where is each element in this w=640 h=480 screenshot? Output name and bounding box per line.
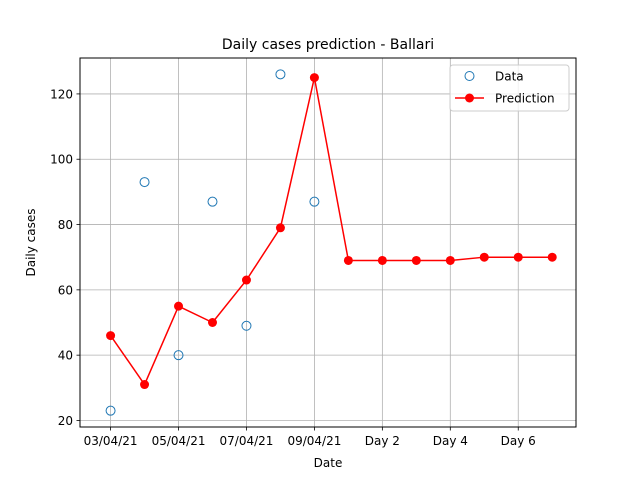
axis-ticks: 03/04/21 05/04/21 07/04/21 09/04/21 Day 2 Day… <box>50 87 536 448</box>
legend-box <box>449 64 570 112</box>
prediction-point <box>411 255 421 265</box>
y-tick-label: 20 <box>58 414 73 428</box>
x-tick-label: 09/04/21 <box>287 434 341 448</box>
grid-lines <box>80 58 576 427</box>
y-tick-label: 120 <box>50 87 73 101</box>
legend: Data Prediction <box>449 64 570 112</box>
x-axis-label: Date <box>314 456 343 470</box>
prediction-point <box>275 223 285 233</box>
prediction-point <box>445 255 455 265</box>
y-tick-label: 80 <box>58 218 73 232</box>
chart-title: Daily cases prediction - Ballari <box>222 37 434 53</box>
data-point <box>309 196 320 207</box>
prediction-point <box>377 255 387 265</box>
plot-series <box>105 69 557 416</box>
legend-label-data: Data <box>495 70 524 84</box>
legend-prediction-marker <box>465 93 474 103</box>
y-tick-label: 40 <box>58 349 73 363</box>
data-point <box>275 69 286 80</box>
prediction-point <box>309 73 319 83</box>
plot-frame <box>79 57 577 428</box>
data-point <box>105 405 116 416</box>
x-tick-label: Day 2 <box>365 434 400 448</box>
data-point <box>139 177 150 188</box>
legend-label-prediction: Prediction <box>495 92 555 106</box>
x-tick-label: Day 4 <box>433 434 468 448</box>
prediction-point <box>343 255 353 265</box>
data-point <box>241 320 252 331</box>
prediction-point <box>547 252 557 262</box>
legend-data-marker <box>464 71 475 81</box>
prediction-point <box>174 301 184 311</box>
y-axis-label: Daily cases <box>24 208 38 276</box>
prediction-point <box>241 275 251 285</box>
data-point <box>207 196 218 207</box>
prediction-point <box>513 252 523 262</box>
prediction-point <box>479 252 489 262</box>
prediction-point <box>140 380 150 390</box>
prediction-point <box>207 318 217 328</box>
x-tick-label: Day 6 <box>501 434 536 448</box>
x-tick-label: 03/04/21 <box>84 434 138 448</box>
prediction-point <box>106 331 116 341</box>
prediction-line <box>109 76 553 386</box>
data-point <box>173 350 184 361</box>
x-tick-label: 07/04/21 <box>220 434 274 448</box>
x-tick-label: 05/04/21 <box>152 434 206 448</box>
y-tick-label: 100 <box>50 153 73 167</box>
y-tick-label: 60 <box>58 283 73 297</box>
